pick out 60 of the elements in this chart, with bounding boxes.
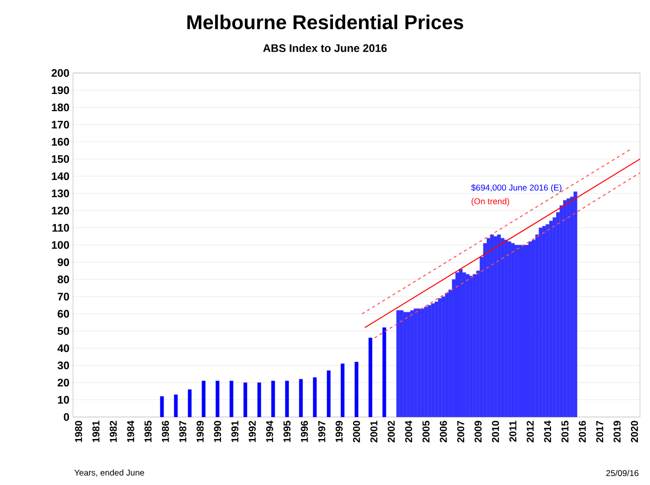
x-tick-label: 2002 xyxy=(388,420,395,442)
y-tick-label: 70 xyxy=(58,292,70,300)
x-tick-label: 1985 xyxy=(144,420,152,442)
y-tick-label: 80 xyxy=(58,276,70,284)
y-tick-label: 130 xyxy=(52,190,70,198)
x-tick-label: 2009 xyxy=(474,420,482,442)
x-tick-label: 2011 xyxy=(509,420,516,442)
text: Years, ended June xyxy=(74,469,144,477)
x-tick-label: 1987 xyxy=(179,420,186,442)
x-tick-label: 1997 xyxy=(318,420,326,442)
x-tick-label: 1996 xyxy=(300,420,308,442)
x-tick-label: 2016 xyxy=(578,420,586,442)
y-tick-label: 30 xyxy=(58,362,70,370)
y-tick-label: 60 xyxy=(58,310,70,318)
x-tick-label: 2007 xyxy=(457,420,464,442)
x-tick-label: 1990 xyxy=(214,420,222,442)
x-tick-label: 1980 xyxy=(75,420,82,442)
x-tick-label: 2017 xyxy=(596,420,604,442)
x-tick-label: 1986 xyxy=(162,420,169,442)
x-tick-label: 2019 xyxy=(614,420,621,442)
y-tick-label: 180 xyxy=(52,104,70,112)
chart-title: Melbourne Residential Prices xyxy=(187,14,464,30)
y-tick-label: 140 xyxy=(52,172,70,180)
y-tick-label: 100 xyxy=(52,241,70,249)
x-tick-label: 1984 xyxy=(127,420,134,442)
y-tick-label: 20 xyxy=(58,378,70,386)
annotation: $694,000 June 2016 (E) xyxy=(471,184,562,192)
y-tick-label: 110 xyxy=(52,224,70,232)
y-tick-label: 40 xyxy=(57,344,70,352)
x-tick-label: 1995 xyxy=(283,420,291,442)
x-tick-label: 1982 xyxy=(110,420,117,442)
x-tick-label: 2000 xyxy=(352,420,360,442)
x-tick-label: 2020 xyxy=(630,420,638,442)
y-tick-label: 50 xyxy=(58,327,70,335)
x-tick-label: 1994 xyxy=(266,420,274,442)
x-tick-label: 2005 xyxy=(422,420,430,442)
x-tick-label: 2014 xyxy=(544,420,552,442)
y-tick-label: 150 xyxy=(52,155,70,163)
y-tick-label: 0 xyxy=(64,413,70,421)
x-tick-label: 2006 xyxy=(440,420,447,442)
y-tick-label: 120 xyxy=(52,206,70,214)
y-tick-label: 10 xyxy=(58,396,70,404)
x-tick-label: 2012 xyxy=(526,420,534,442)
x-tick-label: 1992 xyxy=(248,420,256,442)
y-tick-label: 90 xyxy=(58,258,70,266)
x-tick-label: 1989 xyxy=(196,420,204,442)
y-tick-label: 200 xyxy=(52,69,70,77)
chart-subtitle: ABS Index to June 2016 xyxy=(263,44,387,52)
y-tick-label: 160 xyxy=(52,138,70,146)
x-tick-label: 2015 xyxy=(561,420,568,442)
x-tick-label: 1991 xyxy=(231,420,238,442)
x-tick-label: 1981 xyxy=(92,420,100,442)
y-tick-label: 170 xyxy=(52,120,70,128)
y-tick-label: 190 xyxy=(52,86,70,94)
x-tick-label: 2010 xyxy=(492,420,499,442)
text: 25/09/16 xyxy=(606,470,638,476)
x-tick-label: 2001 xyxy=(370,420,378,442)
x-tick-label: 1999 xyxy=(336,420,343,442)
annotation: (On trend) xyxy=(472,198,510,206)
x-tick-label: 2004 xyxy=(405,420,412,442)
